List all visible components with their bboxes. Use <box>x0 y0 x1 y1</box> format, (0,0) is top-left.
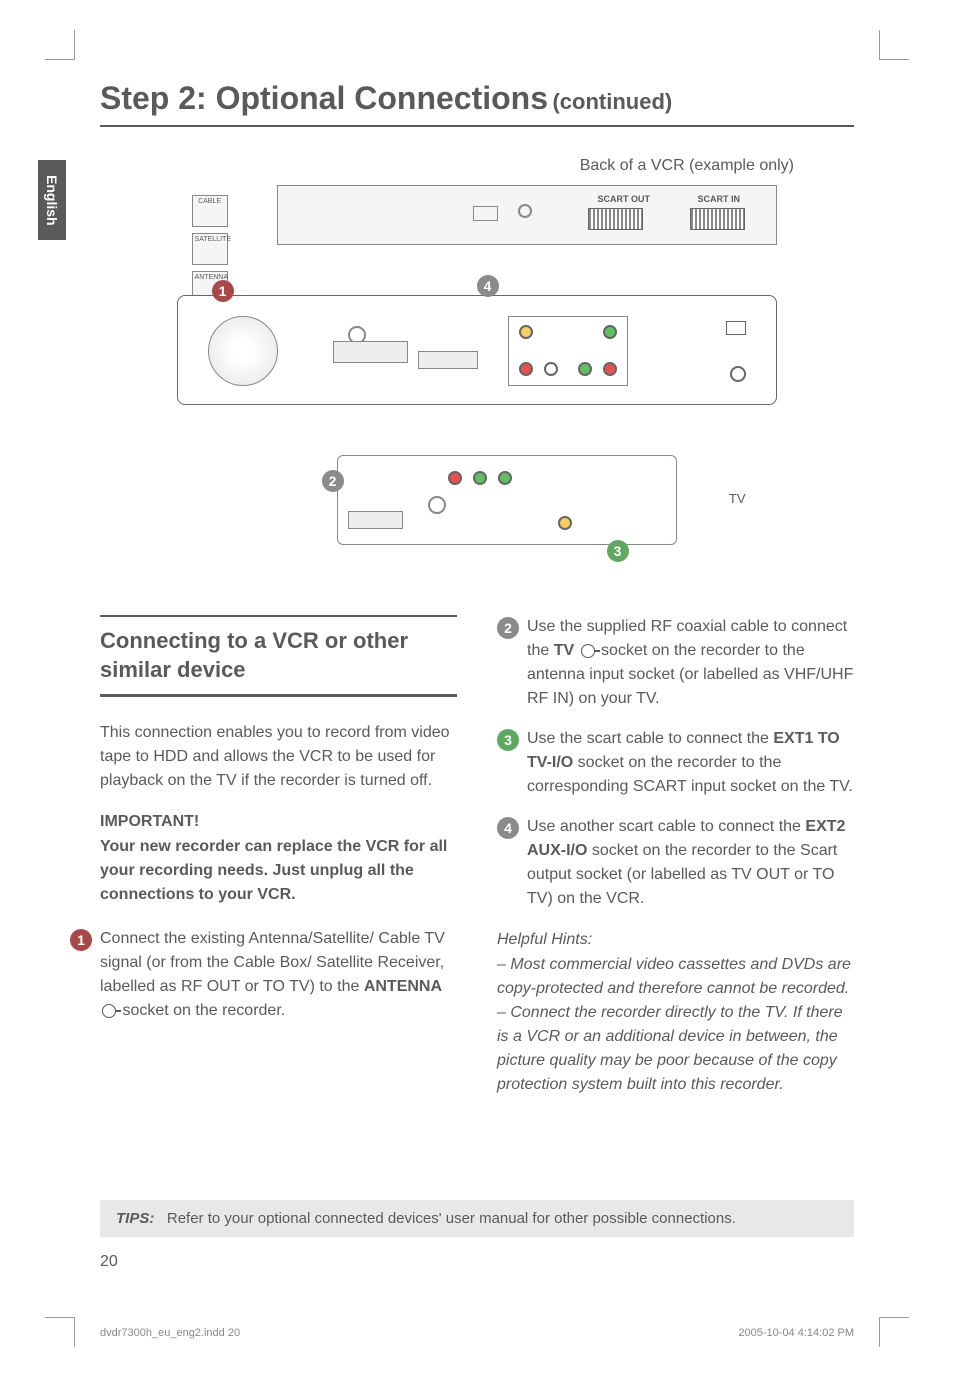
step-3: 3 Use the scart cable to connect the EXT… <box>497 727 854 799</box>
component-pr-jack <box>603 362 617 376</box>
badge-2: 2 <box>322 470 344 492</box>
ext2-scart <box>418 351 478 369</box>
socket-icon <box>102 1004 116 1018</box>
step-2-c: socket on the recorder to the antenna in… <box>527 642 853 707</box>
satellite-icon: SATELLITE <box>192 233 228 265</box>
important-heading: IMPORTANT! <box>100 813 457 831</box>
tv-antenna-port <box>428 496 446 514</box>
socket-icon <box>581 644 595 658</box>
tv-scart-in <box>348 511 403 529</box>
video-jack <box>519 325 533 339</box>
title-continued: (continued) <box>552 89 672 114</box>
audio-l-jack <box>544 362 558 376</box>
step-1-c: socket on the recorder. <box>118 1002 285 1019</box>
step-3-a: Use the scart cable to connect the <box>527 730 773 747</box>
crop-mark <box>879 1317 909 1347</box>
cable-icon: CABLE <box>192 195 228 227</box>
content-columns: Connecting to a VCR or other similar dev… <box>100 615 854 1097</box>
badge-1: 1 <box>212 280 234 302</box>
tips-box: TIPS: Refer to your optional connected d… <box>100 1200 854 1237</box>
left-column: Connecting to a VCR or other similar dev… <box>100 615 457 1097</box>
scart-out-label: SCART OUT <box>598 194 651 204</box>
tv-pr-jack <box>448 471 462 485</box>
tv-video-in <box>558 516 572 530</box>
tips-label: TIPS: <box>116 1210 154 1227</box>
scart-in-label: SCART IN <box>698 194 741 204</box>
connection-diagram: CABLE SATELLITE ANTENNA SCART OUT SCART … <box>157 185 798 565</box>
step-2-badge: 2 <box>497 617 519 639</box>
step-4-a: Use another scart cable to connect the <box>527 818 805 835</box>
footer-timestamp: 2005-10-04 4:14:02 PM <box>738 1327 854 1339</box>
rf-in-port <box>518 204 532 218</box>
hint-1: – Most commercial video cassettes and DV… <box>497 953 854 1001</box>
footer-filename: dvdr7300h_eu_eng2.indd 20 <box>100 1327 240 1339</box>
step-4: 4 Use another scart cable to connect the… <box>497 815 854 911</box>
step-4-badge: 4 <box>497 817 519 839</box>
recorder-back-panel <box>177 295 778 405</box>
step-4-text: Use another scart cable to connect the E… <box>527 815 854 911</box>
step-2-text: Use the supplied RF coaxial cable to con… <box>527 615 854 711</box>
right-column: 2 Use the supplied RF coaxial cable to c… <box>497 615 854 1097</box>
ac-in-port <box>473 206 498 221</box>
step-1-b: ANTENNA <box>364 978 442 995</box>
intro-text: This connection enables you to record fr… <box>100 721 457 793</box>
hints-heading: Helpful Hints: <box>497 931 854 949</box>
coax-digital-out <box>730 366 746 382</box>
step-1-badge: 1 <box>70 929 92 951</box>
diagram-caption: Back of a VCR (example only) <box>100 157 854 175</box>
scart-in-connector <box>690 208 745 230</box>
step-1-text: Connect the existing Antenna/Satellite/ … <box>100 927 457 1023</box>
av-output-panel <box>508 316 628 386</box>
crop-mark <box>879 30 909 60</box>
crop-mark <box>45 30 75 60</box>
step-2: 2 Use the supplied RF coaxial cable to c… <box>497 615 854 711</box>
vcr-back-panel: SCART OUT SCART IN <box>277 185 778 245</box>
audio-r-jack <box>519 362 533 376</box>
optical-out <box>726 321 746 335</box>
step-1: 1 Connect the existing Antenna/Satellite… <box>70 927 457 1023</box>
tv-label: TV <box>729 491 746 506</box>
component-pb-jack <box>578 362 592 376</box>
hdd-fan <box>208 316 278 386</box>
crop-mark <box>45 1317 75 1347</box>
page-number: 20 <box>100 1253 118 1271</box>
page-title: Step 2: Optional Connections <box>100 80 548 116</box>
step-3-text: Use the scart cable to connect the EXT1 … <box>527 727 854 799</box>
tips-text: Refer to your optional connected devices… <box>167 1210 736 1227</box>
title-section: Step 2: Optional Connections (continued) <box>100 80 854 127</box>
tv-pb-jack <box>498 471 512 485</box>
page-content: English Step 2: Optional Connections (co… <box>100 80 854 1277</box>
hint-2: – Connect the recorder directly to the T… <box>497 1001 854 1097</box>
step-3-badge: 3 <box>497 729 519 751</box>
important-text: Your new recorder can replace the VCR fo… <box>100 835 457 907</box>
step-2-b: TV <box>554 642 574 659</box>
ext1-scart <box>333 341 408 363</box>
badge-3: 3 <box>607 540 629 562</box>
tv-y-jack <box>473 471 487 485</box>
section-heading: Connecting to a VCR or other similar dev… <box>100 615 457 697</box>
language-tab: English <box>38 160 66 240</box>
scart-out-connector <box>588 208 643 230</box>
component-y-jack <box>603 325 617 339</box>
badge-4: 4 <box>477 275 499 297</box>
step-3-c: socket on the recorder to the correspond… <box>527 754 853 795</box>
tv-back-panel: TV <box>337 455 677 545</box>
